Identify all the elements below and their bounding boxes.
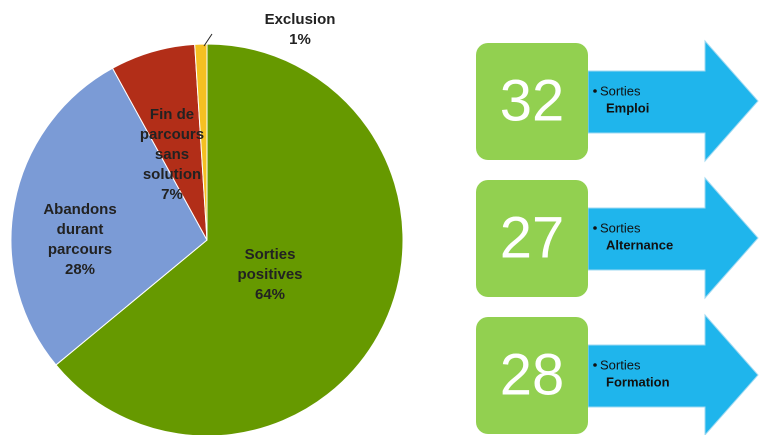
label-line: Fin de — [150, 106, 194, 123]
counter-label: Sorties — [600, 83, 641, 98]
label-line: positives — [237, 266, 302, 283]
label-line: parcours — [140, 126, 204, 143]
counter-label: Sorties — [600, 220, 641, 235]
counter-detail: Formation — [606, 374, 670, 389]
pie-slice — [55, 43, 404, 435]
arrow — [587, 39, 759, 163]
label-line: Exclusion — [265, 11, 336, 28]
bullet — [593, 226, 597, 230]
label-line: Sorties — [245, 246, 296, 263]
label-line: durant — [57, 221, 104, 238]
slice-value: 28% — [65, 261, 95, 278]
slice-label: Sorties positives — [237, 246, 302, 283]
slice-value: 1% — [289, 31, 311, 48]
arrow — [587, 176, 759, 300]
label-line: sans — [155, 146, 189, 163]
label-line: parcours — [48, 241, 112, 258]
leader-line — [203, 33, 213, 47]
slice-label: Exclusion — [265, 11, 336, 28]
slice-value: 7% — [161, 186, 183, 203]
label-line: Abandons — [43, 201, 116, 218]
pie-slice — [194, 43, 208, 241]
slice-label: Fin de parcours sans solution — [140, 106, 204, 183]
counter-detail: Emploi — [606, 100, 649, 115]
counter-detail: Alternance — [606, 237, 673, 252]
counter-label: Sorties — [600, 357, 641, 372]
counter-value: 28 — [500, 342, 565, 407]
counter-value: 27 — [500, 205, 565, 270]
bullet — [593, 363, 597, 367]
bullet — [593, 89, 597, 93]
slice-label: Abandons durant parcours — [43, 201, 116, 258]
label-line: solution — [143, 166, 201, 183]
arrow — [587, 313, 759, 435]
counter-box — [476, 43, 588, 160]
counter-box — [476, 317, 588, 434]
counter-box — [476, 180, 588, 297]
counter-value: 32 — [500, 68, 565, 133]
slice-value: 64% — [255, 286, 285, 303]
pie-slice — [10, 67, 208, 366]
